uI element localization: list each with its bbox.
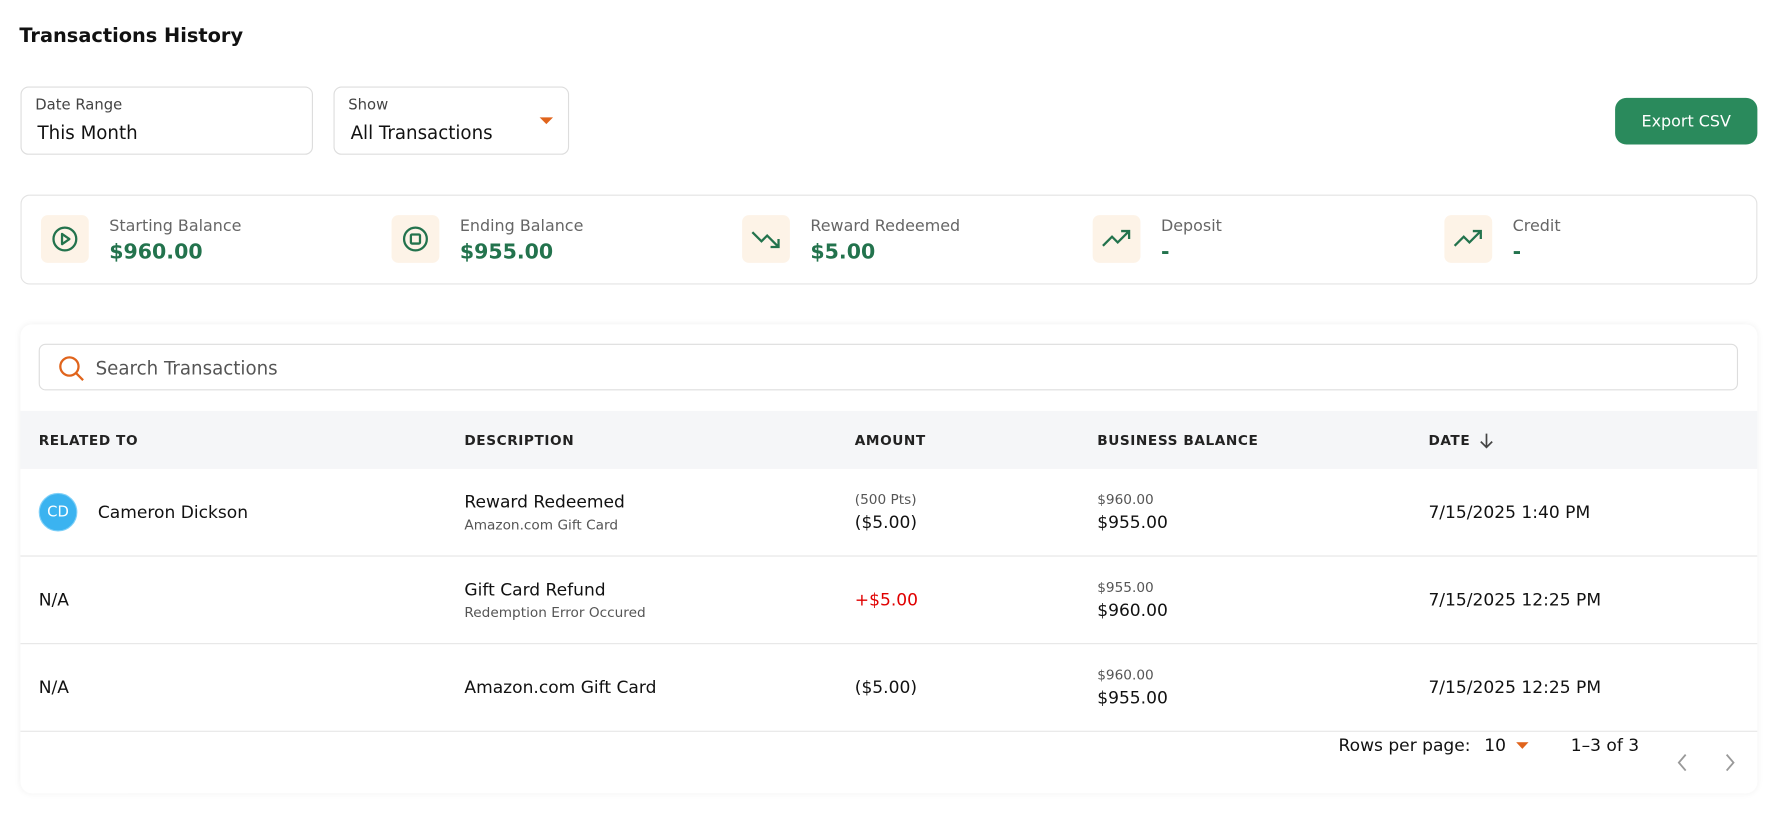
date: 7/15/2025 12:25 PM: [1428, 589, 1602, 611]
rows-per-page-label: Rows per page:: [1338, 735, 1471, 756]
related-to: N/A: [38, 677, 69, 698]
sort-icon: [1479, 433, 1493, 448]
balance-after: $955.00: [1097, 687, 1168, 708]
rows-per-page-select[interactable]: 10: [1484, 735, 1529, 756]
next-page[interactable]: [1724, 753, 1735, 772]
table-header: RELATED TO DESCRIPTION AMOUNT BUSINESS B…: [20, 410, 1758, 469]
field-value: All Transactions: [350, 121, 493, 144]
search-box[interactable]: Search Transactions: [38, 343, 1739, 391]
summary-label: Deposit: [1160, 217, 1222, 236]
balance-before: $955.00: [1097, 579, 1154, 596]
field-label: Show: [348, 96, 389, 114]
balance-before: $960.00: [1097, 666, 1154, 683]
search-icon: [59, 356, 84, 381]
icon: [52, 226, 78, 252]
amount-note: (500 Pts): [854, 491, 917, 508]
prev-page[interactable]: [1677, 753, 1688, 772]
description: Amazon.com Gift Card: [464, 677, 657, 698]
icon: [1102, 229, 1131, 247]
amount: ($5.00): [854, 512, 917, 533]
dropdown-arrow: [1516, 741, 1529, 749]
balance-before: $960.00: [1097, 491, 1154, 508]
date: 7/15/2025 12:25 PM: [1428, 677, 1602, 698]
summary-label: Ending Balance: [459, 217, 584, 236]
show-select[interactable]: Show All Transactions: [333, 86, 570, 155]
summary-label: Reward Redeemed: [810, 217, 961, 236]
balance-after: $960.00: [1097, 599, 1168, 621]
sub-description: Redemption Error Occured: [464, 604, 646, 621]
balance-after: $955.00: [1097, 512, 1168, 533]
search-placeholder: Search Transactions: [95, 357, 278, 380]
field-value: This Month: [37, 121, 138, 144]
summary-value: -: [1160, 240, 1170, 265]
summary-card: Starting Balance $960.00 Ending Balance …: [20, 194, 1758, 285]
page-range: 1–3 of 3: [1570, 735, 1640, 756]
icon: [1453, 229, 1482, 247]
column-header[interactable]: RELATED TO: [38, 431, 139, 448]
related-to: Cameron Dickson: [97, 501, 249, 523]
description: Reward Redeemed: [464, 491, 625, 513]
summary-value: -: [1512, 240, 1522, 265]
column-header[interactable]: DATE: [1428, 432, 1493, 448]
icon: [751, 231, 780, 249]
summary-value: $955.00: [459, 240, 554, 265]
column-header[interactable]: BUSINESS BALANCE: [1097, 431, 1259, 448]
field-label: Date Range: [35, 96, 123, 114]
column-header[interactable]: AMOUNT: [854, 431, 926, 448]
summary-label: Starting Balance: [109, 217, 242, 236]
date: 7/15/2025 1:40 PM: [1428, 501, 1591, 523]
amount: +$5.00: [854, 589, 918, 611]
table-row[interactable]: N/A Amazon.com Gift Card ($5.00) $960.00…: [20, 644, 1758, 732]
description: Gift Card Refund: [464, 579, 606, 600]
column-header[interactable]: DESCRIPTION: [464, 431, 575, 448]
table-card: Search Transactions RELATED TO DESCRIPTI…: [20, 324, 1758, 793]
table-row[interactable]: CD Cameron Dickson Reward Redeemed Amazon.…: [20, 469, 1758, 557]
rows-per-page-value: 10: [1484, 735, 1506, 756]
amount: ($5.00): [854, 677, 917, 698]
avatar: CD: [38, 492, 78, 532]
summary-value: $960.00: [109, 240, 203, 265]
column-title: DATE: [1428, 431, 1471, 448]
sub-description: Amazon.com Gift Card: [464, 516, 619, 533]
date-range-field[interactable]: Date Range This Month: [20, 86, 314, 155]
page-title: Transactions History: [19, 25, 244, 48]
table-row[interactable]: N/A Gift Card Refund Redemption Error Occ…: [20, 557, 1758, 645]
dropdown-arrow: [539, 117, 554, 125]
summary-value: $5.00: [810, 240, 876, 265]
related-to: N/A: [38, 589, 69, 611]
summary-label: Credit: [1512, 217, 1561, 236]
icon: [402, 226, 428, 252]
export-button[interactable]: Export CSV: [1615, 97, 1758, 145]
